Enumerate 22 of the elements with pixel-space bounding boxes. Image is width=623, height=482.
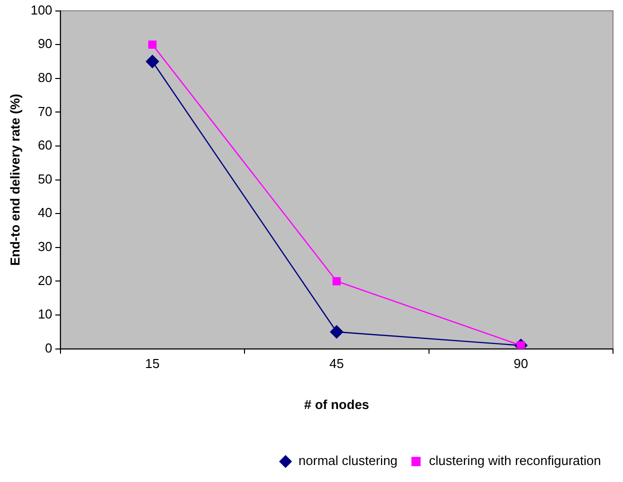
y-tick-label: 70 bbox=[38, 104, 52, 119]
y-tick-label: 0 bbox=[45, 340, 52, 356]
y-tick-label: 40 bbox=[38, 205, 52, 220]
point bbox=[148, 40, 157, 49]
y-tick-label: 80 bbox=[38, 70, 52, 85]
x-axis-title: # of nodes bbox=[304, 396, 370, 412]
y-tick-label: 90 bbox=[38, 36, 52, 52]
y-tick-label: 50 bbox=[38, 171, 52, 186]
x-tick-label: 45 bbox=[329, 356, 344, 372]
y-tick-label: 30 bbox=[38, 238, 52, 254]
y-tick-label: 10 bbox=[38, 306, 52, 322]
legend-label: clustering with reconfiguration bbox=[429, 453, 602, 468]
y-tick-label: 60 bbox=[38, 138, 52, 153]
point bbox=[330, 325, 344, 338]
y-tick-label: 100 bbox=[30, 2, 52, 18]
y-tick-label: 20 bbox=[38, 272, 52, 288]
x-tick-label: 90 bbox=[514, 356, 528, 372]
legend-label: normal clustering bbox=[298, 453, 398, 468]
x-tick-label: 15 bbox=[145, 356, 160, 372]
point bbox=[146, 54, 160, 68]
y-axis-title: End-to end delivery rate (%) bbox=[7, 94, 22, 266]
point bbox=[332, 277, 341, 286]
